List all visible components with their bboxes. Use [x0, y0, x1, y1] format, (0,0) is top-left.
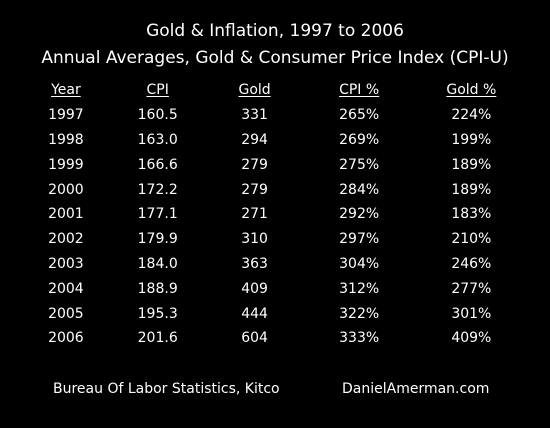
cell-gold-pct: 189% [451, 156, 492, 173]
cell-gold: 271 [241, 206, 268, 223]
table-row: 2002 179.9 310 297% 210% [20, 227, 530, 252]
cell-cpi-pct: 333% [339, 330, 380, 347]
table-row: 1999 166.6 279 275% 189% [20, 152, 530, 177]
cell-cpi-pct: 265% [339, 107, 380, 124]
site-credit: DanielAmerman.com [342, 381, 490, 397]
table-row: 2001 177.1 271 292% 183% [20, 202, 530, 227]
cell-gold-pct: 199% [451, 131, 492, 148]
cell-year: 2002 [48, 231, 84, 248]
cell-year: 1999 [48, 156, 84, 173]
cell-gold: 331 [241, 107, 268, 124]
cell-cpi-pct: 297% [339, 231, 380, 248]
col-header-gold-pct: Gold % [446, 82, 497, 99]
cell-gold: 279 [241, 156, 268, 173]
cell-cpi-pct: 284% [339, 181, 380, 198]
data-table: Year CPI Gold CPI % Gold % 1997 160.5 331 2… [20, 78, 530, 351]
cell-cpi: 160.5 [137, 107, 178, 124]
cell-gold: 294 [241, 131, 268, 148]
cell-cpi: 172.2 [137, 181, 178, 198]
cell-gold: 604 [241, 330, 268, 347]
source-note: Bureau Of Labor Statistics, Kitco [53, 381, 280, 397]
cell-year: 2000 [48, 181, 84, 198]
cell-cpi: 163.0 [137, 131, 178, 148]
cell-year: 1997 [48, 107, 84, 124]
cell-gold: 363 [241, 255, 268, 272]
cell-cpi: 179.9 [137, 231, 178, 248]
col-header-cpi-pct: CPI % [339, 82, 380, 99]
cell-gold-pct: 301% [451, 305, 492, 322]
cell-cpi-pct: 322% [339, 305, 380, 322]
cell-cpi-pct: 312% [339, 280, 380, 297]
cell-year: 1998 [48, 131, 84, 148]
cell-year: 2005 [48, 305, 84, 322]
cell-gold: 409 [241, 280, 268, 297]
cell-cpi: 166.6 [137, 156, 178, 173]
cell-cpi: 177.1 [137, 206, 178, 223]
col-header-gold: Gold [238, 82, 271, 99]
cell-gold: 310 [241, 231, 268, 248]
cell-gold-pct: 409% [451, 330, 492, 347]
cell-cpi: 201.6 [137, 330, 178, 347]
col-header-cpi: CPI [146, 82, 169, 99]
cell-cpi-pct: 292% [339, 206, 380, 223]
cell-year: 2003 [48, 255, 84, 272]
cell-cpi-pct: 275% [339, 156, 380, 173]
table-row: 2006 201.6 604 333% 409% [20, 326, 530, 351]
chart-title: Gold & Inflation, 1997 to 2006 [146, 21, 404, 41]
table-row: 1997 160.5 331 265% 224% [20, 103, 530, 128]
table-row: 2003 184.0 363 304% 246% [20, 252, 530, 277]
table-row: 2005 195.3 444 322% 301% [20, 301, 530, 326]
table-row: 1998 163.0 294 269% 199% [20, 128, 530, 153]
cell-year: 2004 [48, 280, 84, 297]
cell-gold: 444 [241, 305, 268, 322]
cell-cpi-pct: 304% [339, 255, 380, 272]
cell-gold: 279 [241, 181, 268, 198]
cell-cpi-pct: 269% [339, 131, 380, 148]
cell-cpi: 195.3 [137, 305, 178, 322]
col-header-year: Year [51, 82, 81, 99]
cell-year: 2006 [48, 330, 84, 347]
chart-subtitle: Annual Averages, Gold & Consumer Price I… [41, 48, 509, 68]
cell-gold-pct: 224% [451, 107, 492, 124]
cell-gold-pct: 277% [451, 280, 492, 297]
table-header-row: Year CPI Gold CPI % Gold % [20, 78, 530, 103]
table-row: 2004 188.9 409 312% 277% [20, 276, 530, 301]
cell-cpi: 184.0 [137, 255, 178, 272]
cell-year: 2001 [48, 206, 84, 223]
cell-cpi: 188.9 [137, 280, 178, 297]
cell-gold-pct: 183% [451, 206, 492, 223]
cell-gold-pct: 189% [451, 181, 492, 198]
cell-gold-pct: 246% [451, 255, 492, 272]
cell-gold-pct: 210% [451, 231, 492, 248]
table-row: 2000 172.2 279 284% 189% [20, 177, 530, 202]
